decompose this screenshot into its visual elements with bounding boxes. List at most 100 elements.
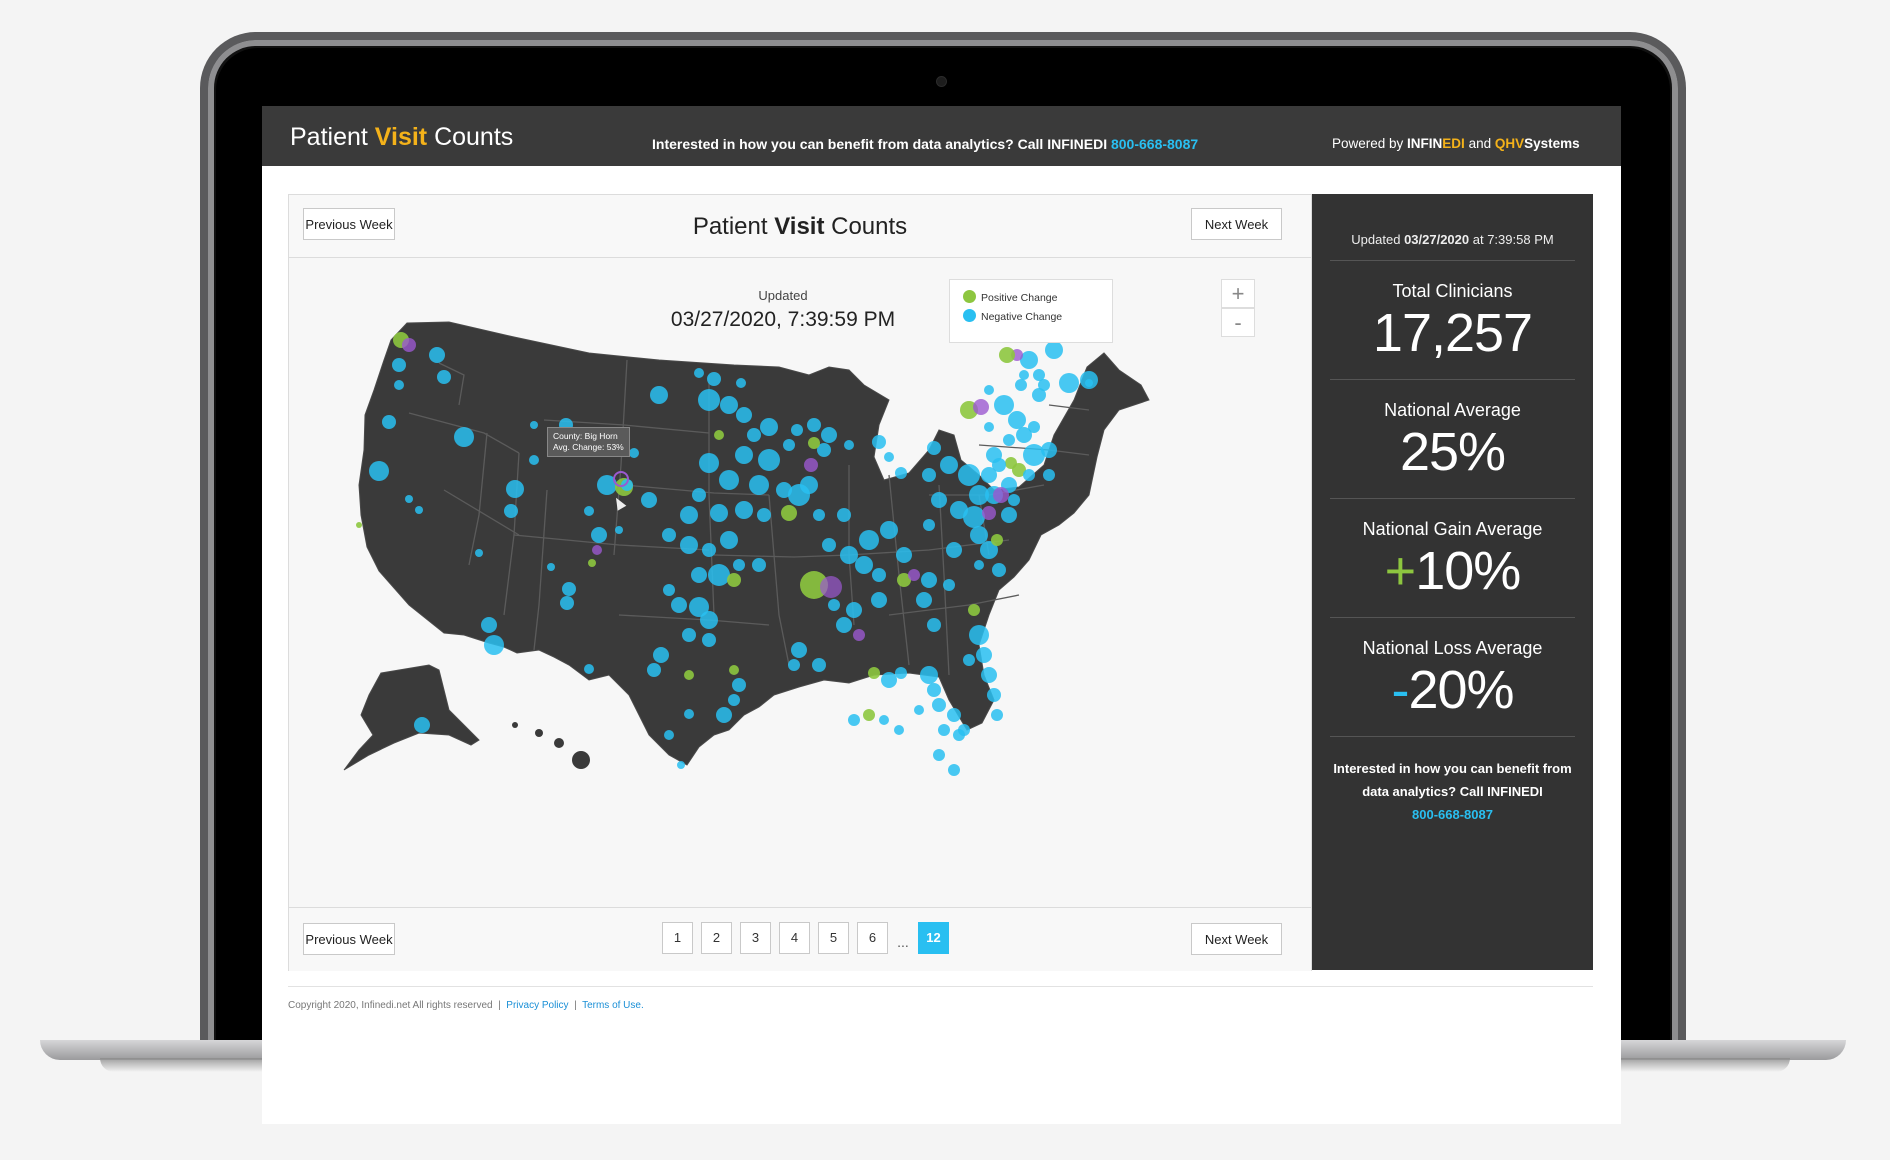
county-bubble[interactable] (1012, 463, 1026, 477)
county-bubble[interactable] (992, 458, 1006, 472)
county-bubble[interactable] (1045, 341, 1063, 359)
zoom-in-button[interactable]: + (1221, 279, 1255, 308)
county-bubble[interactable] (963, 654, 975, 666)
county-bubble[interactable] (947, 708, 961, 722)
county-bubble[interactable] (692, 488, 706, 502)
county-bubble[interactable] (884, 452, 894, 462)
county-bubble[interactable] (992, 563, 1006, 577)
county-bubble[interactable] (1020, 351, 1038, 369)
county-bubble[interactable] (394, 380, 404, 390)
county-bubble[interactable] (714, 430, 724, 440)
county-bubble[interactable] (982, 506, 996, 520)
county-bubble[interactable] (727, 573, 741, 587)
county-bubble[interactable] (991, 709, 1003, 721)
county-bubble[interactable] (560, 596, 574, 610)
county-bubble[interactable] (1023, 469, 1035, 481)
county-bubble[interactable] (1041, 442, 1057, 458)
county-bubble[interactable] (946, 542, 962, 558)
county-bubble[interactable] (984, 422, 994, 432)
county-bubble[interactable] (733, 559, 745, 571)
county-bubble[interactable] (629, 448, 639, 458)
county-bubble[interactable] (699, 453, 719, 473)
county-bubble[interactable] (791, 642, 807, 658)
county-bubble[interactable] (880, 521, 898, 539)
county-bubble[interactable] (948, 764, 960, 776)
county-bubble[interactable] (647, 663, 661, 677)
page-button[interactable]: 3 (740, 922, 771, 954)
county-bubble[interactable] (664, 730, 674, 740)
county-bubble[interactable] (415, 506, 423, 514)
page-button[interactable]: 1 (662, 922, 693, 954)
county-bubble[interactable] (1019, 370, 1029, 380)
us-bubble-map[interactable] (289, 195, 1311, 907)
county-bubble[interactable] (663, 584, 675, 596)
county-bubble[interactable] (405, 495, 413, 503)
county-bubble[interactable] (749, 475, 769, 495)
county-bubble[interactable] (800, 476, 818, 494)
county-bubble[interactable] (908, 569, 920, 581)
county-bubble[interactable] (698, 389, 720, 411)
county-bubble[interactable] (840, 546, 858, 564)
county-bubble[interactable] (735, 501, 753, 519)
county-bubble[interactable] (584, 664, 594, 674)
county-bubble[interactable] (547, 563, 555, 571)
county-bubble[interactable] (943, 579, 955, 591)
county-bubble[interactable] (356, 522, 362, 528)
county-bubble[interactable] (848, 714, 860, 726)
county-bubble[interactable] (414, 717, 430, 733)
county-bubble[interactable] (822, 538, 836, 552)
county-bubble[interactable] (781, 505, 797, 521)
county-bubble[interactable] (710, 504, 728, 522)
county-bubble[interactable] (702, 633, 716, 647)
county-bubble[interactable] (923, 519, 935, 531)
county-bubble[interactable] (969, 485, 989, 505)
county-bubble[interactable] (650, 386, 668, 404)
county-bubble[interactable] (592, 545, 602, 555)
county-bubble[interactable] (881, 672, 897, 688)
county-bubble[interactable] (868, 667, 880, 679)
county-bubble[interactable] (708, 564, 730, 586)
county-bubble[interactable] (682, 628, 696, 642)
county-bubble[interactable] (720, 531, 738, 549)
county-bubble[interactable] (728, 694, 740, 706)
county-bubble[interactable] (641, 492, 657, 508)
county-bubble[interactable] (894, 725, 904, 735)
county-bubble[interactable] (504, 504, 518, 518)
county-bubble[interactable] (402, 338, 416, 352)
county-bubble[interactable] (481, 617, 497, 633)
county-bubble[interactable] (732, 678, 746, 692)
county-bubble[interactable] (1038, 379, 1050, 391)
county-bubble[interactable] (1016, 427, 1032, 443)
county-bubble[interactable] (760, 418, 778, 436)
county-bubble[interactable] (1043, 469, 1055, 481)
page-button[interactable]: 5 (818, 922, 849, 954)
county-bubble[interactable] (837, 508, 851, 522)
county-bubble[interactable] (994, 395, 1014, 415)
county-bubble[interactable] (800, 571, 828, 599)
county-bubble[interactable] (506, 480, 524, 498)
county-bubble[interactable] (853, 629, 865, 641)
county-bubble[interactable] (953, 729, 965, 741)
county-bubble[interactable] (1023, 444, 1045, 466)
county-bubble[interactable] (662, 528, 676, 542)
county-bubble[interactable] (981, 667, 997, 683)
county-bubble[interactable] (981, 467, 997, 483)
county-bubble[interactable] (863, 709, 875, 721)
county-bubble[interactable] (1008, 494, 1020, 506)
county-bubble[interactable] (758, 449, 780, 471)
county-bubble[interactable] (974, 560, 984, 570)
county-bubble[interactable] (820, 576, 842, 598)
county-bubble[interactable] (747, 428, 761, 442)
county-bubble[interactable] (1028, 421, 1040, 433)
county-bubble[interactable] (970, 526, 988, 544)
next-week-button-top[interactable]: Next Week (1191, 208, 1282, 240)
county-bubble[interactable] (1008, 411, 1026, 429)
county-bubble[interactable] (984, 385, 994, 395)
county-bubble[interactable] (980, 541, 998, 559)
county-bubble[interactable] (369, 461, 389, 481)
county-bubble[interactable] (597, 475, 617, 495)
county-bubble[interactable] (821, 427, 837, 443)
previous-week-button-top[interactable]: Previous Week (303, 208, 395, 240)
county-bubble[interactable] (484, 635, 504, 655)
county-bubble[interactable] (812, 658, 826, 672)
